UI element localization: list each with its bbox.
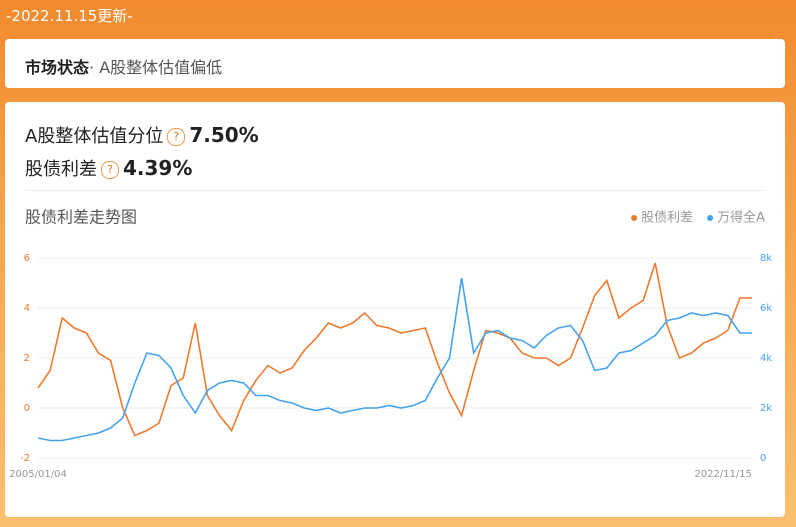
y-tick-label: 4 [24, 303, 30, 314]
metric-value: 4.39% [123, 156, 193, 180]
y-tick-label: 6 [24, 253, 30, 264]
x-tick-label: 2022/11/15 [694, 469, 752, 480]
y-tick-label: 0 [24, 403, 30, 414]
chart-card: A股整体估值分位? 7.50% 股债利差? 4.39% [5, 102, 785, 517]
series-line [37, 277, 752, 442]
y2-tick-label: 0 [760, 453, 766, 464]
x-tick-label: 2005/01/04 [9, 469, 67, 480]
status-card: 市场状态· A股整体估值偏低 [5, 39, 785, 88]
help-icon[interactable]: ? [101, 161, 119, 179]
legend-label: 万得全A [717, 210, 765, 226]
chart-title: 股债利差走势图 [25, 208, 137, 227]
y2-tick-label: 6k [760, 303, 772, 314]
metric-label: 股债利差 [25, 159, 97, 180]
divider [25, 190, 765, 191]
y2-tick-label: 2k [760, 403, 772, 414]
legend-label: 股债利差 [641, 211, 693, 226]
help-icon[interactable]: ? [167, 128, 186, 146]
y2-tick-label: 4k [760, 353, 772, 364]
y-tick-label: 2 [24, 353, 30, 364]
y-tick-label: -2 [20, 453, 30, 464]
update-date: -2022.11.15更新- [6, 7, 133, 25]
series-line [37, 262, 752, 437]
legend-swatch [707, 215, 714, 221]
legend-swatch [631, 215, 638, 221]
y2-tick-label: 8k [760, 253, 772, 264]
metric-value: 7.50% [189, 123, 259, 147]
status-label: 市场状态 [25, 58, 90, 77]
status-text: · A股整体估值偏低 [89, 58, 223, 77]
metric-label: A股整体估值分位 [25, 126, 164, 147]
